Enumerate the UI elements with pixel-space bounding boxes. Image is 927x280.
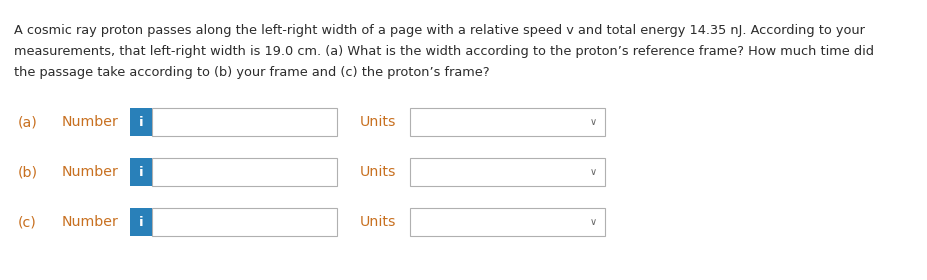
FancyBboxPatch shape <box>410 108 605 136</box>
Text: i: i <box>139 216 144 228</box>
Text: (c): (c) <box>18 215 37 229</box>
Text: measurements, that left-right width is 19.0 cm. (a) What is the width according : measurements, that left-right width is 1… <box>14 45 874 58</box>
Text: the passage take according to (b) your frame and (c) the proton’s frame?: the passage take according to (b) your f… <box>14 66 489 79</box>
FancyBboxPatch shape <box>152 158 337 186</box>
Text: Units: Units <box>360 215 397 229</box>
FancyBboxPatch shape <box>152 108 337 136</box>
Text: Number: Number <box>62 165 119 179</box>
Text: Number: Number <box>62 115 119 129</box>
Text: Units: Units <box>360 115 397 129</box>
Text: (b): (b) <box>18 165 38 179</box>
FancyBboxPatch shape <box>130 108 152 136</box>
Text: ∨: ∨ <box>590 167 597 177</box>
Text: i: i <box>139 165 144 179</box>
Text: (a): (a) <box>18 115 38 129</box>
Text: ∨: ∨ <box>590 117 597 127</box>
Text: ∨: ∨ <box>590 217 597 227</box>
Text: A cosmic ray proton passes along the left-right width of a page with a relative : A cosmic ray proton passes along the lef… <box>14 24 865 37</box>
FancyBboxPatch shape <box>410 158 605 186</box>
FancyBboxPatch shape <box>410 208 605 236</box>
Text: i: i <box>139 115 144 129</box>
FancyBboxPatch shape <box>130 208 152 236</box>
Text: Units: Units <box>360 165 397 179</box>
Text: Number: Number <box>62 215 119 229</box>
FancyBboxPatch shape <box>130 158 152 186</box>
FancyBboxPatch shape <box>152 208 337 236</box>
